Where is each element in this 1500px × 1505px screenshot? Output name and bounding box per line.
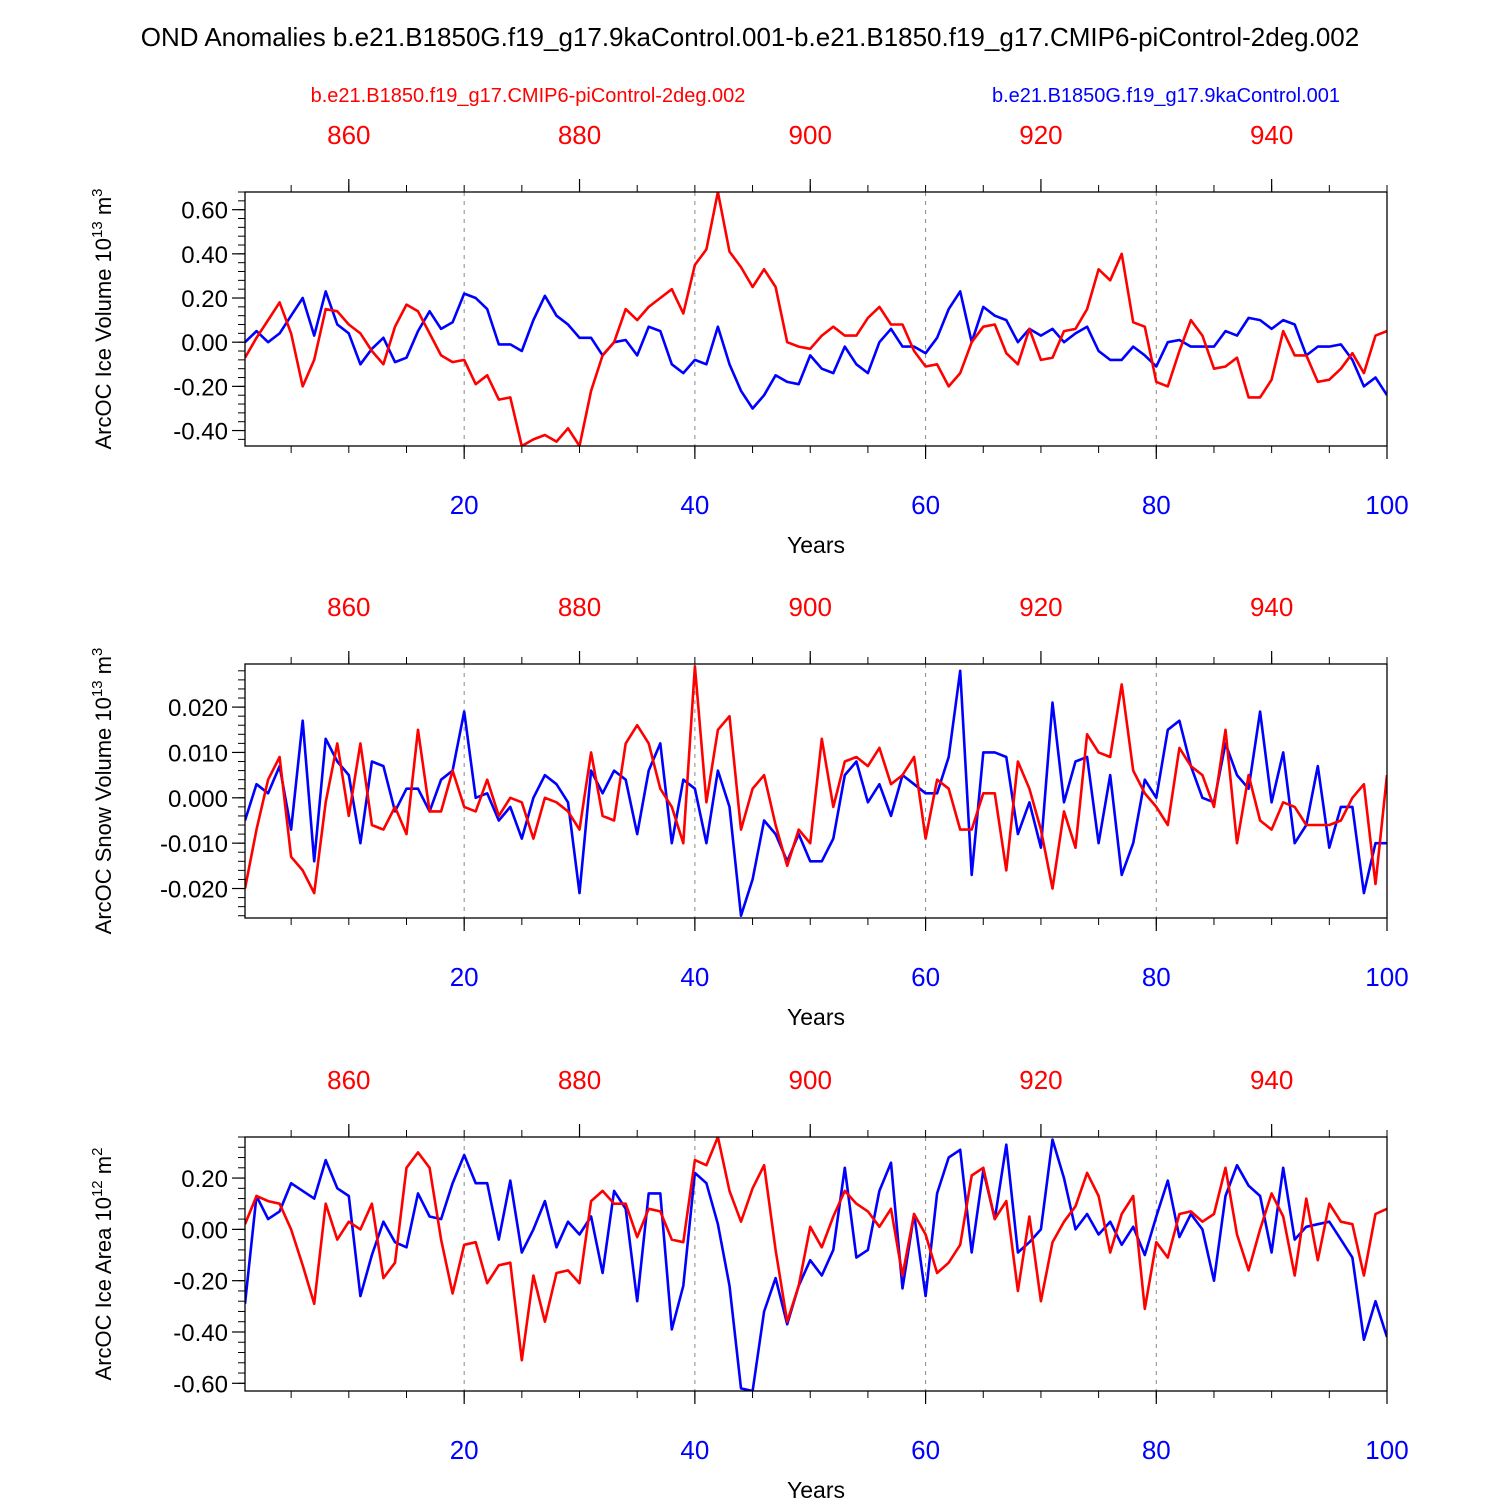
y-axis-label-text: ArcOC Ice Area 10 — [91, 1197, 116, 1380]
x-tick-label-bottom: 60 — [911, 490, 940, 520]
x-tick-label-bottom: 80 — [1142, 1435, 1171, 1465]
y-axis-label-unit-exp: 2 — [89, 1148, 106, 1156]
y-axis-label: ArcOC Ice Area 1012 m2 — [89, 1148, 116, 1381]
y-axis-label: ArcOC Ice Volume 1013 m3 — [89, 188, 116, 449]
x-tick-label-top: 900 — [789, 1065, 832, 1095]
legend-red-label: b.e21.B1850.f19_g17.CMIP6-piControl-2deg… — [311, 85, 746, 107]
x-axis-label: Years — [787, 1004, 845, 1030]
x-tick-label-top: 920 — [1019, 1065, 1062, 1095]
y-tick-label: -0.40 — [173, 1320, 228, 1347]
x-axis-label: Years — [787, 532, 845, 558]
x-tick-label-top: 900 — [789, 592, 832, 622]
x-tick-label-bottom: 100 — [1365, 1435, 1408, 1465]
y-axis-label-unit-exp: 3 — [89, 648, 106, 656]
x-tick-label-bottom: 20 — [450, 490, 479, 520]
x-tick-label-top: 880 — [558, 120, 601, 150]
y-axis-label-unit: m — [91, 656, 116, 680]
y-axis-label-unit-exp: 3 — [89, 188, 106, 196]
y-tick-label: 0.000 — [168, 786, 228, 813]
x-tick-label-bottom: 40 — [680, 1435, 709, 1465]
x-tick-label-bottom: 60 — [911, 1435, 940, 1465]
series-line-blue — [245, 290, 1387, 410]
x-tick-label-top: 860 — [327, 1065, 370, 1095]
x-tick-label-top: 860 — [327, 120, 370, 150]
y-tick-label: -0.20 — [173, 1269, 228, 1296]
x-tick-label-bottom: 60 — [911, 962, 940, 992]
x-tick-label-bottom: 100 — [1365, 490, 1408, 520]
x-tick-label-top: 880 — [558, 1065, 601, 1095]
x-tick-label-bottom: 20 — [450, 1435, 479, 1465]
y-axis-label-exp: 12 — [89, 1180, 106, 1197]
plot-frame — [244, 191, 1388, 447]
x-axis-label: Years — [787, 1477, 845, 1500]
series-line-red — [245, 664, 1387, 895]
y-tick-label: -0.010 — [160, 831, 228, 858]
y-tick-label: -0.20 — [173, 374, 228, 401]
panels: -0.40 -0.20 0.00 0.20 0.40 0.60 20 40 60 80 100 860… — [89, 120, 1409, 1503]
y-axis-label-exp: 13 — [89, 221, 106, 238]
y-axis-label-exp: 13 — [89, 680, 106, 697]
y-axis-label-unit: m — [91, 1156, 116, 1180]
y-tick-label: 0.020 — [168, 695, 228, 722]
plot-frame — [244, 663, 1388, 919]
y-axis-label-text: ArcOC Snow Volume 10 — [91, 697, 116, 934]
y-tick-label: -0.020 — [160, 877, 228, 904]
x-tick-label-top: 900 — [789, 120, 832, 150]
x-tick-label-top: 940 — [1250, 592, 1293, 622]
x-tick-label-bottom: 20 — [450, 962, 479, 992]
series-line-blue — [245, 669, 1387, 918]
y-tick-label: 0.010 — [168, 740, 228, 767]
x-tick-label-top: 940 — [1250, 120, 1293, 150]
y-tick-label: 0.60 — [181, 198, 228, 225]
y-axis-label-text: ArcOC Ice Volume 10 — [91, 238, 116, 450]
x-tick-label-bottom: 40 — [680, 490, 709, 520]
x-tick-label-bottom: 100 — [1365, 962, 1408, 992]
y-tick-label: 0.20 — [181, 1166, 228, 1193]
y-tick-label: 0.40 — [181, 242, 228, 269]
y-tick-label: -0.40 — [173, 419, 228, 446]
y-axis-label: ArcOC Snow Volume 1013 m3 — [89, 648, 116, 935]
y-axis-label-unit: m — [91, 197, 116, 221]
x-tick-label-top: 880 — [558, 592, 601, 622]
y-tick-label: 0.00 — [181, 1217, 228, 1244]
panel-3: -0.60 -0.40 -0.20 0.00 0.20 20 40 60 80 100 860 880… — [89, 1065, 1409, 1503]
plot-frame — [244, 1136, 1388, 1392]
y-tick-label: 0.00 — [181, 330, 228, 357]
x-tick-label-bottom: 40 — [680, 962, 709, 992]
x-tick-label-bottom: 80 — [1142, 490, 1171, 520]
y-tick-label: -0.60 — [173, 1371, 228, 1398]
series-line-blue — [245, 1138, 1387, 1391]
panel-2: -0.020 -0.010 0.000 0.010 0.020 20 40 60 80 100 86… — [89, 592, 1409, 1030]
x-tick-label-bottom: 80 — [1142, 962, 1171, 992]
x-tick-label-top: 860 — [327, 592, 370, 622]
legend-blue-label: b.e21.B1850G.f19_g17.9kaControl.001 — [992, 85, 1340, 107]
series-line-red — [245, 192, 1387, 446]
x-tick-label-top: 920 — [1019, 592, 1062, 622]
x-tick-label-top: 920 — [1019, 120, 1062, 150]
y-tick-label: 0.20 — [181, 286, 228, 313]
x-tick-label-top: 940 — [1250, 1065, 1293, 1095]
figure-title: OND Anomalies b.e21.B1850G.f19_g17.9kaCo… — [141, 22, 1359, 52]
series-line-red — [245, 1137, 1387, 1362]
panel-1: -0.40 -0.20 0.00 0.20 0.40 0.60 20 40 60 80 100 860… — [89, 120, 1409, 558]
